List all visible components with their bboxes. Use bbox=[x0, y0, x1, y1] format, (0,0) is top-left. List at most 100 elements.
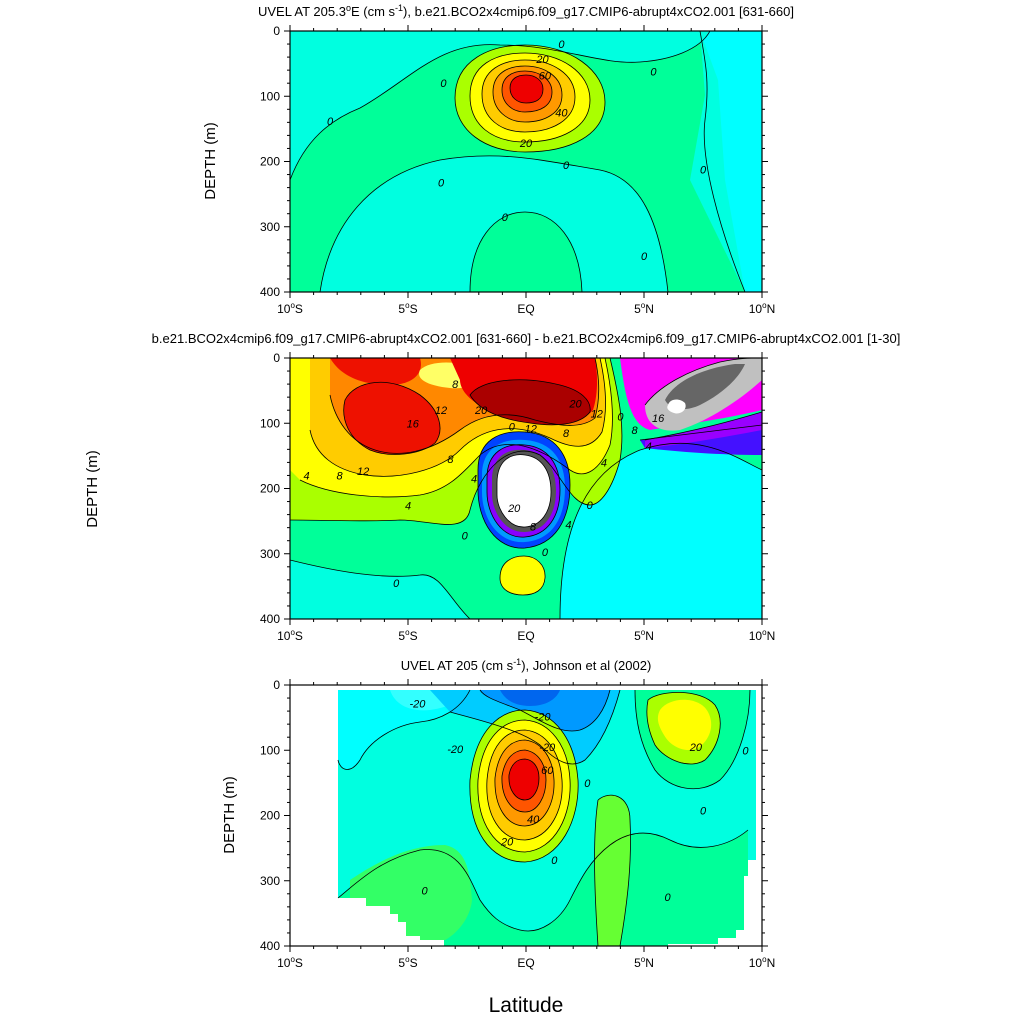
contour-label: 20 bbox=[507, 503, 521, 515]
panel-2-fill-20-west bbox=[343, 382, 440, 455]
panel-1-fill-east-west-flow bbox=[700, 31, 762, 292]
contour-label: 12 bbox=[357, 466, 369, 478]
x-tick-label: EQ bbox=[517, 956, 534, 970]
x-tick-label: 5oS bbox=[398, 955, 417, 970]
contour-label: 0 bbox=[558, 39, 565, 51]
panel-3-fill-neg-center-3 bbox=[500, 690, 560, 706]
contour-label: 4 bbox=[601, 457, 607, 469]
contour-label: 0 bbox=[438, 177, 445, 189]
contour-label: -20 bbox=[539, 742, 556, 754]
panel-3-fill-pos-east-3 bbox=[657, 699, 712, 751]
panel-3-contour-lines bbox=[337, 689, 751, 946]
panel-1-contour-lines bbox=[290, 31, 746, 292]
contour-label: 60 bbox=[539, 70, 552, 82]
panel-3-contour-labels: -20 -20 -20 -20 60 40 20 20 0 0 0 0 0 0 bbox=[409, 698, 749, 904]
contour-label: 0 bbox=[742, 745, 749, 757]
y-tick-label: 200 bbox=[260, 482, 280, 496]
contour-label: 20 bbox=[500, 837, 514, 849]
contour-label: 0 bbox=[327, 116, 334, 128]
y-tick-label: 0 bbox=[273, 24, 280, 38]
panel-3: UVEL AT 205 (cm s-1), Johnson et al (200… bbox=[221, 657, 775, 970]
panel-1-contour-labels: 0 20 60 40 20 0 0 0 0 0 0 0 0 bbox=[327, 39, 707, 263]
x-tick-label: EQ bbox=[517, 302, 534, 316]
contour-label: 0 bbox=[421, 886, 428, 898]
contour-label: 20 bbox=[689, 742, 703, 754]
contour-label: 8 bbox=[452, 379, 459, 391]
panel-2-title: b.e21.BCO2x4cmip6.f09_g17.CMIP6-abrupt4x… bbox=[152, 331, 901, 346]
contour-label: 4 bbox=[405, 500, 411, 512]
contour-label: 0 bbox=[617, 412, 624, 424]
x-tick-label: 10oS bbox=[277, 955, 303, 970]
panel-1-title: UVEL AT 205.3oE (cm s-1), b.e21.BCO2x4cm… bbox=[258, 3, 794, 19]
panel-3-contour-field: -20 -20 -20 -20 60 40 20 20 0 0 0 0 0 0 bbox=[290, 685, 762, 946]
panel-2-fill-deep-pos bbox=[500, 556, 546, 595]
contour-label: 4 bbox=[646, 441, 652, 453]
x-tick-label: 10oN bbox=[749, 955, 775, 970]
panel-2-fill-neg-hole bbox=[667, 399, 686, 414]
panel-2-fill-neg-darkgrey bbox=[665, 364, 745, 410]
contour-label: 0 bbox=[509, 422, 516, 434]
y-tick-label: 400 bbox=[260, 939, 280, 953]
x-tick-label: 5oS bbox=[398, 301, 417, 316]
contour-label: 20 bbox=[519, 138, 533, 150]
y-tick-label: 400 bbox=[260, 285, 280, 299]
contour-label: 0 bbox=[542, 547, 549, 559]
contour-label: 0 bbox=[462, 530, 469, 542]
panel-1-ylabel: DEPTH (m) bbox=[202, 122, 219, 200]
contour-label: -20 bbox=[535, 711, 552, 723]
contour-label: 20 bbox=[568, 399, 582, 411]
contour-label: 16 bbox=[652, 413, 665, 425]
contour-label: -20 bbox=[447, 744, 464, 756]
contour-label: 0 bbox=[587, 500, 594, 512]
x-tick-label: 10oN bbox=[749, 301, 775, 316]
panel-1-fill-surface-west bbox=[290, 31, 710, 180]
panel-3-fill-deep-west bbox=[350, 845, 472, 940]
x-tick-label: 5oN bbox=[634, 301, 654, 316]
contour-label: 0 bbox=[502, 212, 509, 224]
panel-1: UVEL AT 205.3oE (cm s-1), b.e21.BCO2x4cm… bbox=[202, 3, 794, 316]
panel-3-fill-core-70 bbox=[508, 759, 539, 800]
y-tick-label: 0 bbox=[273, 351, 280, 365]
panel-3-title: UVEL AT 205 (cm s-1), Johnson et al (200… bbox=[401, 657, 652, 673]
panel-3-ylabel: DEPTH (m) bbox=[221, 776, 238, 854]
contour-label: 8 bbox=[530, 521, 537, 533]
contour-label: 20 bbox=[535, 54, 549, 66]
y-tick-label: 300 bbox=[260, 547, 280, 561]
panel-3-fill-neg-west bbox=[338, 690, 470, 770]
contour-label: 8 bbox=[336, 470, 343, 482]
x-tick-label: 10oS bbox=[277, 301, 303, 316]
contour-label: 0 bbox=[641, 251, 648, 263]
panel-2-fill-20-surface bbox=[330, 358, 421, 385]
panel-2-fill-neg-purple bbox=[645, 412, 762, 448]
panel-1-contour-field: 0 20 60 40 20 0 0 0 0 0 0 0 0 bbox=[290, 31, 762, 292]
x-tick-label: 10oS bbox=[277, 628, 303, 643]
panel-2-fill-28 bbox=[470, 379, 591, 425]
x-tick-label: 5oN bbox=[634, 628, 654, 643]
contour-label: 0 bbox=[551, 855, 558, 867]
panel-3-fill-vertical-band bbox=[594, 795, 631, 946]
contour-label: 60 bbox=[541, 765, 554, 777]
contour-label: 8 bbox=[447, 454, 454, 466]
contour-label: 0 bbox=[665, 892, 672, 904]
contour-label: 40 bbox=[555, 108, 568, 120]
y-tick-label: 100 bbox=[260, 743, 280, 757]
x-tick-label: EQ bbox=[517, 629, 534, 643]
y-tick-label: 0 bbox=[273, 678, 280, 692]
contour-label: 12 bbox=[525, 423, 537, 435]
contour-label: 40 bbox=[527, 814, 540, 826]
x-tick-label: 5oS bbox=[398, 628, 417, 643]
contour-label: 0 bbox=[393, 578, 400, 590]
panel-2-fill-core-white bbox=[497, 454, 551, 528]
panel-1-fill-core-70 bbox=[510, 75, 543, 103]
contour-label: 0 bbox=[584, 778, 591, 790]
contour-label: 20 bbox=[474, 405, 488, 417]
y-tick-label: 200 bbox=[260, 155, 280, 169]
contour-label: 0 bbox=[650, 66, 657, 78]
contour-label: 4 bbox=[565, 519, 571, 531]
panel-2-fill-east-neg bbox=[560, 443, 762, 619]
